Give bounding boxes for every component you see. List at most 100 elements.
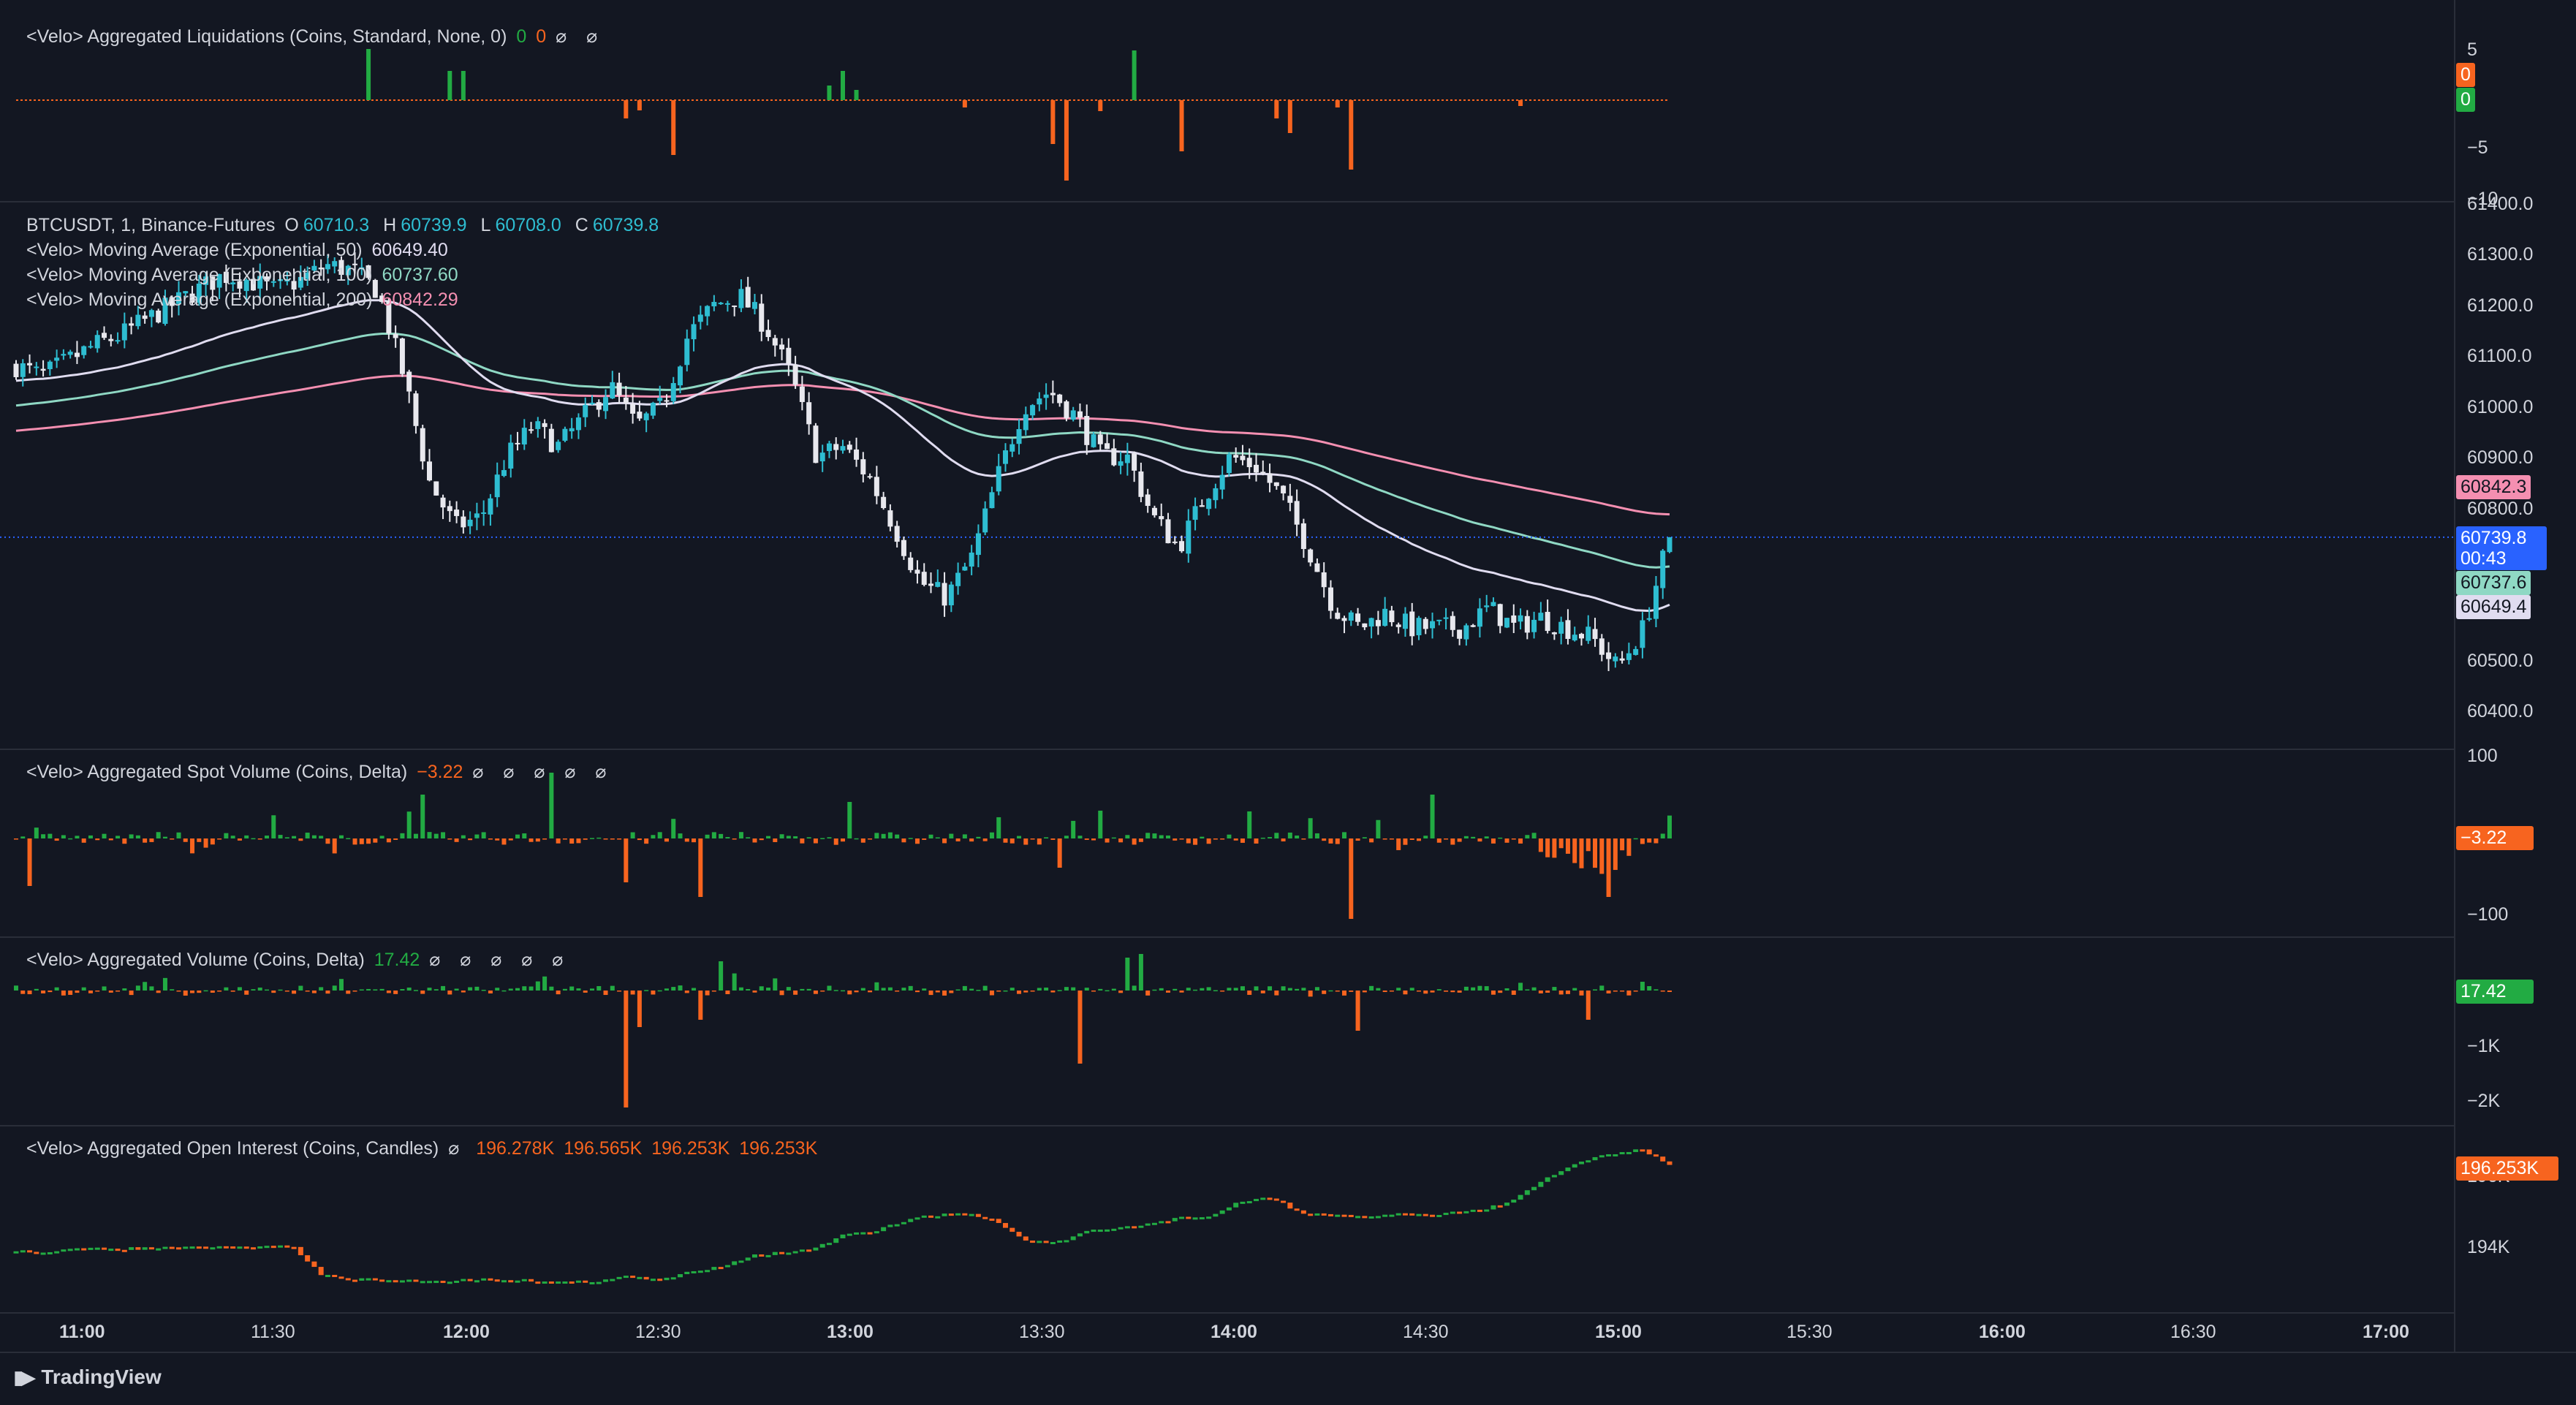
volume-bar [1667, 991, 1672, 993]
candle-body [1016, 429, 1022, 444]
oi-candle [786, 1252, 792, 1255]
spot-volume-bar [630, 832, 635, 838]
volume-bar [495, 988, 500, 991]
spot-volume-bar [569, 838, 575, 844]
volume-bar [373, 989, 378, 991]
volume-bar [346, 991, 351, 994]
ema100-line [15, 333, 1670, 569]
spot-volume-bar [1009, 838, 1015, 844]
spot-volume-bar [624, 838, 629, 882]
spot-volume-bar [278, 835, 283, 838]
oi-candle [630, 1276, 636, 1279]
tradingview-brand[interactable]: ▮▶ TradingView [13, 1366, 162, 1389]
volume-bar [1484, 986, 1489, 991]
volume-bar [1111, 988, 1116, 991]
oi-candle [102, 1247, 107, 1250]
oi-candle [1457, 1211, 1463, 1214]
liquidations-long-value: 0 [516, 26, 527, 47]
volume-bar [1322, 991, 1327, 994]
ma100-legend[interactable]: <Velo> Moving Average (Exponential, 100)… [26, 262, 463, 287]
volume-bar [942, 991, 947, 996]
volume-bar [1152, 989, 1157, 991]
spot-volume-bar [1626, 838, 1632, 856]
volume-bar [996, 991, 1001, 992]
spot-volume-bar [1525, 835, 1530, 838]
candle-body [27, 363, 33, 366]
candle-body [1308, 549, 1314, 563]
volume-bar [841, 990, 845, 992]
candle-body [569, 428, 575, 432]
spot-volume-bar [671, 819, 676, 838]
spot-volume-bar [1593, 838, 1598, 868]
ma200-tag: 60842.3 [2456, 475, 2531, 499]
spot-volume-bar [1552, 838, 1557, 858]
oi-candle [142, 1247, 148, 1250]
ma50-value: 60649.40 [371, 240, 448, 260]
candle-body [270, 281, 276, 283]
price-tick-61300: 61300.0 [2467, 244, 2534, 265]
spot-volume-bar [393, 838, 398, 840]
candle-body [1206, 499, 1212, 510]
ma200-legend[interactable]: <Velo> Moving Average (Exponential, 200)… [26, 287, 463, 312]
candle-body [813, 425, 819, 463]
volume-bar [1633, 991, 1638, 992]
candle-body [1192, 506, 1198, 520]
volume-bar [725, 991, 730, 995]
oi-candle [610, 1279, 615, 1281]
oi-candle [433, 1281, 439, 1284]
candle-body [230, 282, 236, 284]
spot-volume-bar [657, 832, 662, 838]
volume-bar [27, 991, 32, 995]
spot-volume-bar [596, 837, 602, 839]
spot-tick-neg100: −100 [2467, 904, 2509, 925]
volume-bar [406, 987, 412, 991]
volume-bar [637, 991, 642, 1027]
volume-bar [1132, 985, 1137, 991]
candle-body [318, 268, 324, 270]
oi-candle [860, 1232, 866, 1235]
spot-volume-bar [1301, 838, 1306, 840]
oi-candle [115, 1249, 121, 1251]
candle-body [433, 481, 439, 496]
spot-volume-bar [1138, 838, 1143, 842]
oi-candle [935, 1216, 941, 1219]
oi-candle [365, 1278, 371, 1281]
spot-volume-bar [1227, 834, 1232, 838]
candle-body [840, 446, 846, 451]
volume-bar [773, 978, 778, 991]
brand-text: TradingView [41, 1366, 162, 1388]
spot-volume-null-markers: ⌀ ⌀ ⌀ ⌀ ⌀ [472, 762, 614, 782]
volume-bar [1023, 991, 1028, 993]
candle-body [1254, 464, 1259, 473]
oi-candle [325, 1274, 330, 1277]
candle-body [751, 302, 757, 309]
candle-body [1077, 411, 1083, 418]
spot-volume-bar [1660, 833, 1665, 838]
oi-candle [751, 1254, 757, 1258]
candle-body [969, 552, 974, 567]
candle-body [1457, 629, 1463, 639]
oi-candle [88, 1247, 94, 1250]
ma50-legend[interactable]: <Velo> Moving Average (Exponential, 50) … [26, 238, 452, 262]
oi-candle [569, 1281, 575, 1284]
candle-body [921, 572, 927, 586]
candle-body [650, 402, 656, 416]
candle-body [1524, 616, 1530, 633]
volume-bar [203, 990, 208, 992]
volume-bar [854, 991, 859, 993]
oi-candle [1267, 1197, 1273, 1200]
oi-candle [1159, 1221, 1164, 1224]
volume-bar [1179, 991, 1184, 993]
volume-bar [1579, 991, 1584, 996]
candle-body [67, 352, 73, 355]
symbol-text[interactable]: BTCUSDT, 1, Binance-Futures [26, 215, 276, 235]
volume-bar [1416, 991, 1421, 992]
oi-candle [521, 1279, 527, 1281]
oi-candle [1314, 1213, 1320, 1216]
spot-volume-bar [773, 838, 778, 842]
spot-volume-bar [1457, 838, 1462, 842]
spot-volume-bar [603, 838, 608, 840]
candle-body [1409, 611, 1415, 637]
volume-bar [684, 991, 689, 993]
